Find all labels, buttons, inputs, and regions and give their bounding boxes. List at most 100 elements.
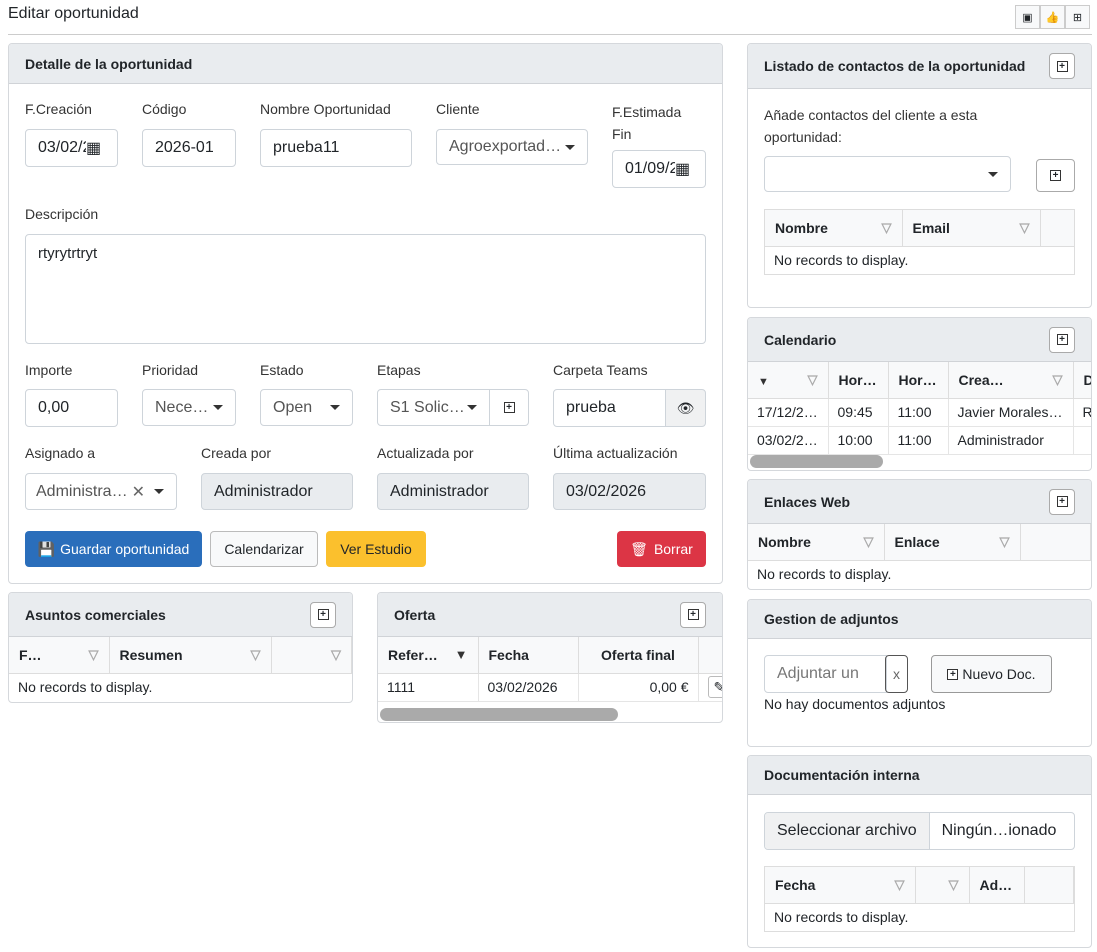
descripcion-textarea[interactable]: rtyrytrtryt [25, 234, 706, 344]
asignado-select[interactable]: Administra… ✕ [25, 473, 177, 510]
filter-icon[interactable]: ▽ [894, 876, 905, 892]
filter-icon[interactable]: ▽ [250, 646, 261, 662]
table-row[interactable]: 03/02/2… 10:00 11:00 Administrador [748, 426, 1091, 455]
sort-desc-icon[interactable]: ▼ [758, 375, 769, 388]
sort-desc-icon[interactable]: ▼ [454, 646, 468, 662]
column-header[interactable]: Oferta final [578, 637, 699, 674]
add-icon[interactable]: ⊞ [1065, 5, 1090, 29]
clear-icon[interactable]: ✕ [131, 483, 145, 501]
column-header[interactable]: Resumen ▽ [109, 637, 272, 674]
ultima-field: 03/02/2026 [553, 473, 706, 510]
contactos-panel: Listado de contactos de la oportunidad + … [747, 43, 1092, 308]
chevron-down-icon [467, 405, 477, 410]
panel-title: Calendario [764, 331, 837, 348]
codigo-input[interactable]: 2026-01 [142, 129, 236, 167]
chevron-down-icon [330, 405, 340, 410]
ver-estudio-button[interactable]: Ver Estudio [326, 531, 426, 567]
chevron-down-icon [154, 489, 164, 494]
eye-icon[interactable]: 👁 [665, 389, 706, 427]
column-header[interactable]: ▽ [915, 867, 970, 904]
filter-icon[interactable]: ▽ [88, 646, 99, 662]
add-oferta-button[interactable]: + [680, 601, 706, 628]
add-icon: + [947, 668, 959, 680]
adjuntar-input[interactable]: Adjuntar un [764, 655, 887, 693]
column-header[interactable]: Nombre ▽ [765, 210, 903, 247]
nombre-label: Nombre Oportunidad [260, 101, 391, 117]
panel-title: Oferta [394, 606, 436, 623]
enlaces-panel: Enlaces Web + Nombre ▽ Enlace ▽ No records t… [747, 479, 1092, 590]
filter-icon[interactable]: ▽ [999, 533, 1010, 549]
ffin-label: F.Estimada Fin [612, 104, 682, 142]
page-title: Editar oportunidad [8, 5, 139, 22]
filter-icon[interactable]: ▽ [948, 876, 959, 892]
add-etapa-button[interactable]: + [489, 389, 529, 426]
nuevo-doc-button[interactable]: + Nuevo Doc. [931, 655, 1052, 693]
filter-icon[interactable]: ▽ [1052, 371, 1063, 387]
estado-select[interactable]: Open [260, 389, 353, 426]
column-header[interactable]: Enlace ▽ [884, 524, 1021, 561]
importe-input[interactable]: 0,00 [25, 389, 118, 427]
adjuntos-panel: Gestion de adjuntos Adjuntar un x + Nuevo… [747, 599, 1092, 747]
column-header[interactable]: Crea… ▽ [948, 362, 1074, 399]
empty-message: No hay documentos adjuntos [764, 696, 946, 712]
fcreacion-input[interactable]: 03/02/2026▦ [25, 129, 118, 167]
column-header[interactable]: Email ▽ [902, 210, 1041, 247]
contact-card-icon[interactable]: ▣ [1015, 5, 1040, 29]
column-header[interactable]: Hor… [888, 362, 949, 399]
actualizada-label: Actualizada por [377, 445, 474, 461]
add-enlace-button[interactable]: + [1049, 488, 1075, 515]
guardar-button[interactable]: 💾 Guardar oportunidad [25, 531, 202, 567]
thumb-up-icon[interactable]: 👍 [1040, 5, 1065, 29]
column-header[interactable]: D [1073, 362, 1091, 399]
prioridad-label: Prioridad [142, 362, 199, 378]
prioridad-select[interactable]: Nece… [142, 389, 236, 426]
filter-icon[interactable]: ▽ [331, 646, 341, 662]
borrar-button[interactable]: 🗑 Borrar [617, 531, 706, 567]
file-input[interactable]: Seleccionar archivo Ningún…ionado [764, 812, 1075, 850]
clear-button[interactable]: x [885, 655, 908, 693]
filter-icon[interactable]: ▽ [863, 533, 874, 549]
cliente-select[interactable]: Agroexportad… [436, 129, 588, 165]
add-contact-button[interactable]: + [1036, 159, 1075, 192]
column-header[interactable]: ▽ [271, 637, 352, 674]
horizontal-scrollbar[interactable] [750, 455, 883, 468]
edit-icon[interactable]: ✎ [707, 675, 722, 698]
filter-icon[interactable]: ▽ [1019, 219, 1030, 235]
column-header[interactable]: Hor… [828, 362, 889, 399]
panel-header: Detalle de la oportunidad [9, 44, 722, 84]
empty-message: No records to display. [774, 251, 909, 268]
panel-title: Listado de contactos de la oportunidad [764, 58, 1026, 74]
column-header[interactable]: ▼ ▽ [748, 362, 829, 399]
add-asunto-button[interactable]: + [310, 601, 336, 628]
column-header[interactable]: Ad… [969, 867, 1025, 904]
empty-message: No records to display. [774, 908, 909, 925]
column-header[interactable]: F… ▽ [9, 637, 110, 674]
column-header[interactable]: Refer… ▼ [378, 637, 479, 674]
chevron-down-icon [565, 144, 575, 150]
oferta-panel: Oferta + Refer… ▼ Fecha Oferta final 1111 03/… [377, 592, 723, 723]
filter-icon[interactable]: ▽ [807, 371, 818, 387]
table-row[interactable]: 17/12/2… 09:45 11:00 Javier Morales… R [748, 398, 1091, 427]
carpeta-input[interactable]: prueba [553, 389, 666, 427]
nombre-input[interactable]: prueba11 [260, 129, 412, 167]
calendario-panel: Calendario+ ▼▽Hor…Hor…Crea…▽D 17/12/2…09… [747, 317, 1092, 471]
ffin-input[interactable]: 01/09/2026▦ [612, 150, 706, 188]
select-file-button[interactable]: Seleccionar archivo [765, 813, 930, 849]
add-evento-button[interactable]: + [1049, 326, 1075, 353]
empty-message: No records to display. [757, 565, 892, 582]
column-header[interactable]: Fecha ▽ [765, 867, 916, 904]
calendar-icon[interactable]: ▦ [675, 161, 691, 178]
horizontal-scrollbar[interactable] [380, 708, 618, 721]
add-contacto-button[interactable]: + [1049, 53, 1075, 79]
filter-icon[interactable]: ▽ [881, 219, 892, 235]
etapas-select[interactable]: S1 Solic… [377, 389, 490, 426]
calendarizar-button[interactable]: Calendarizar [210, 531, 318, 567]
column-header[interactable]: Fecha [478, 637, 579, 674]
contacto-select[interactable] [764, 156, 1011, 192]
creada-field: Administrador [201, 473, 353, 510]
calendar-icon[interactable]: ▦ [86, 140, 102, 157]
column-header[interactable]: Nombre ▽ [748, 524, 885, 561]
empty-message: No records to display. [18, 678, 153, 695]
descripcion-label: Descripción [25, 206, 99, 222]
